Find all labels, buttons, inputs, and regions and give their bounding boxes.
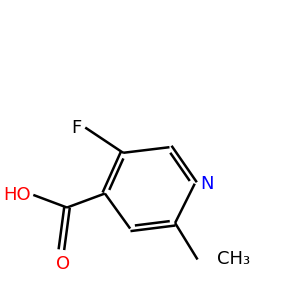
Text: O: O xyxy=(56,255,70,273)
Text: F: F xyxy=(71,118,81,136)
Text: HO: HO xyxy=(3,186,31,204)
Text: N: N xyxy=(200,175,213,193)
Text: CH₃: CH₃ xyxy=(217,250,250,268)
